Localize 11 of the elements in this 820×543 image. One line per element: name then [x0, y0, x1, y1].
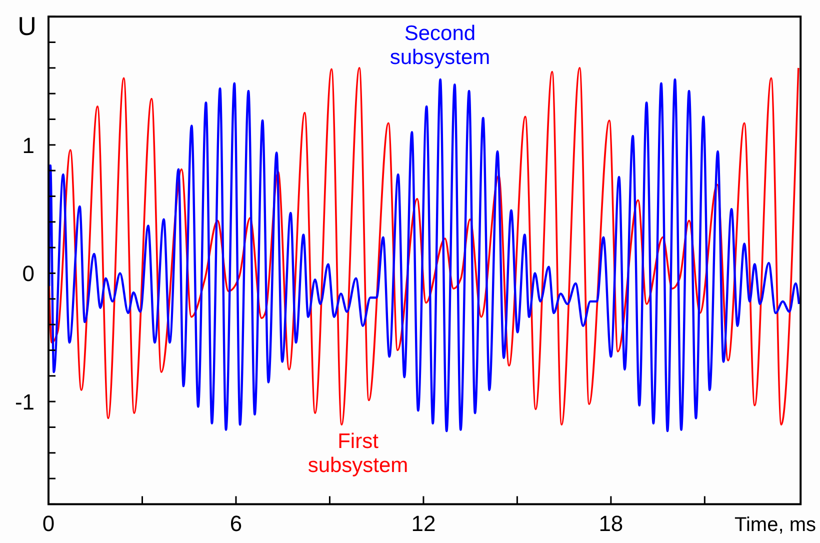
- x-tick-label: 0: [42, 511, 55, 536]
- x-tick-label: 18: [598, 511, 624, 536]
- x-tick-label: 6: [230, 511, 242, 536]
- y-tick-label: 0: [22, 261, 34, 286]
- y-tick-label: -1: [14, 390, 34, 415]
- x-tick-label: 12: [411, 511, 436, 536]
- y-axis-title: U: [18, 11, 36, 41]
- series-label: First subsystem: [308, 430, 408, 477]
- y-tick-label: 1: [22, 132, 34, 158]
- x-axis-title: Time, ms: [734, 514, 816, 536]
- series-label: Second subsystem: [390, 22, 490, 69]
